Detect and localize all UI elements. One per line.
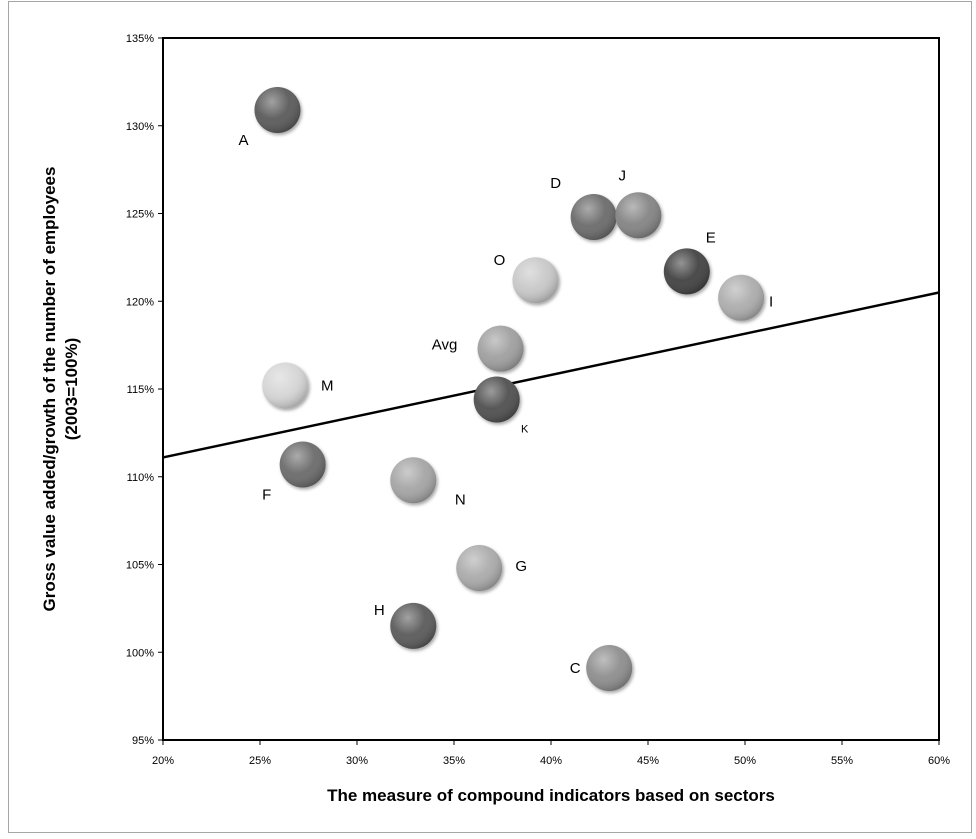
- trendline: [162, 291, 940, 459]
- bubble-shading: [570, 194, 617, 241]
- data-point-h: [390, 602, 437, 649]
- data-point-f: [279, 441, 326, 488]
- data-point-m: [262, 362, 309, 409]
- data-point-labels: A D J E O I Avg M K F N G H C: [238, 132, 773, 677]
- data-point-k: [473, 376, 520, 423]
- bubble-shading: [615, 192, 662, 239]
- x-tick-label: 50%: [734, 755, 756, 767]
- point-label-avg: Avg: [432, 337, 458, 354]
- data-point-a: [254, 86, 301, 133]
- y-tick-label: 120%: [126, 296, 154, 308]
- point-label-m: M: [321, 377, 334, 394]
- bubble-shading: [512, 257, 559, 304]
- data-point-o: [512, 257, 559, 304]
- x-tick-label: 25%: [249, 755, 271, 767]
- y-tick-label: 110%: [127, 472, 155, 484]
- x-tick-label: 35%: [443, 755, 465, 767]
- point-label-k: K: [521, 424, 529, 436]
- x-tick-label: 60%: [928, 755, 950, 767]
- bubble-shading: [262, 362, 309, 409]
- data-point-e: [663, 248, 710, 295]
- y-tick-label: 135%: [126, 33, 154, 45]
- data-point-i: [718, 274, 765, 321]
- data-point-n: [390, 457, 437, 504]
- bubble-shading: [456, 545, 503, 592]
- y-tick-label: 100%: [126, 647, 154, 659]
- x-tick-label: 55%: [831, 755, 853, 767]
- x-tick-label: 45%: [637, 755, 659, 767]
- point-label-h: H: [374, 602, 385, 619]
- x-tick-label: 20%: [152, 755, 174, 767]
- data-point-d: [570, 194, 617, 241]
- bubble-shading: [390, 457, 437, 504]
- point-label-o: O: [494, 252, 506, 269]
- data-points: [254, 86, 765, 692]
- point-label-j: J: [619, 167, 627, 184]
- data-point-c: [586, 645, 633, 692]
- point-label-n: N: [455, 491, 466, 508]
- x-tick-label: 40%: [540, 755, 562, 767]
- data-point-g: [456, 545, 503, 592]
- bubble-shading: [718, 274, 765, 321]
- data-point-avg: [477, 325, 524, 372]
- y-axis-title-line1: Gross value added/growth of the number o…: [40, 167, 59, 612]
- x-tick-label: 30%: [346, 755, 368, 767]
- chart-area: 95% 100% 105% 110% 115% 120% 125% 130% 135% 20% 2…: [8, 1, 972, 833]
- point-label-g: G: [515, 558, 527, 575]
- y-tick-label: 105%: [126, 560, 154, 572]
- x-axis-ticks: 20% 25% 30% 35% 40% 45% 50% 55% 60%: [152, 740, 950, 767]
- y-axis-title: Gross value added/growth of the number o…: [40, 167, 81, 612]
- bubble-shading: [663, 248, 710, 295]
- y-axis-title-line2: (2003=100%): [62, 338, 81, 441]
- bubble-shading: [473, 376, 520, 423]
- y-tick-label: 125%: [126, 209, 154, 221]
- point-label-e: E: [706, 229, 716, 246]
- x-axis-title: The measure of compound indicators based…: [327, 786, 775, 805]
- point-label-i: I: [769, 294, 773, 311]
- bubble-shading: [254, 86, 301, 133]
- bubble-shading: [477, 325, 524, 372]
- point-label-f: F: [262, 486, 271, 503]
- y-tick-label: 95%: [132, 735, 154, 747]
- point-label-d: D: [550, 175, 561, 192]
- y-axis-ticks: 95% 100% 105% 110% 115% 120% 125% 130% 135%: [126, 33, 163, 747]
- y-tick-label: 130%: [126, 121, 154, 133]
- scatter-chart: 95%100%105%110%115%120%125%130%135% 20% 2…: [40, 33, 950, 805]
- point-label-a: A: [238, 132, 248, 149]
- y-tick-label: 115%: [127, 384, 155, 396]
- bubble-shading: [390, 602, 437, 649]
- point-label-c: C: [570, 660, 581, 677]
- data-point-j: [615, 192, 662, 239]
- bubble-shading: [586, 645, 633, 692]
- bubble-shading: [279, 441, 326, 488]
